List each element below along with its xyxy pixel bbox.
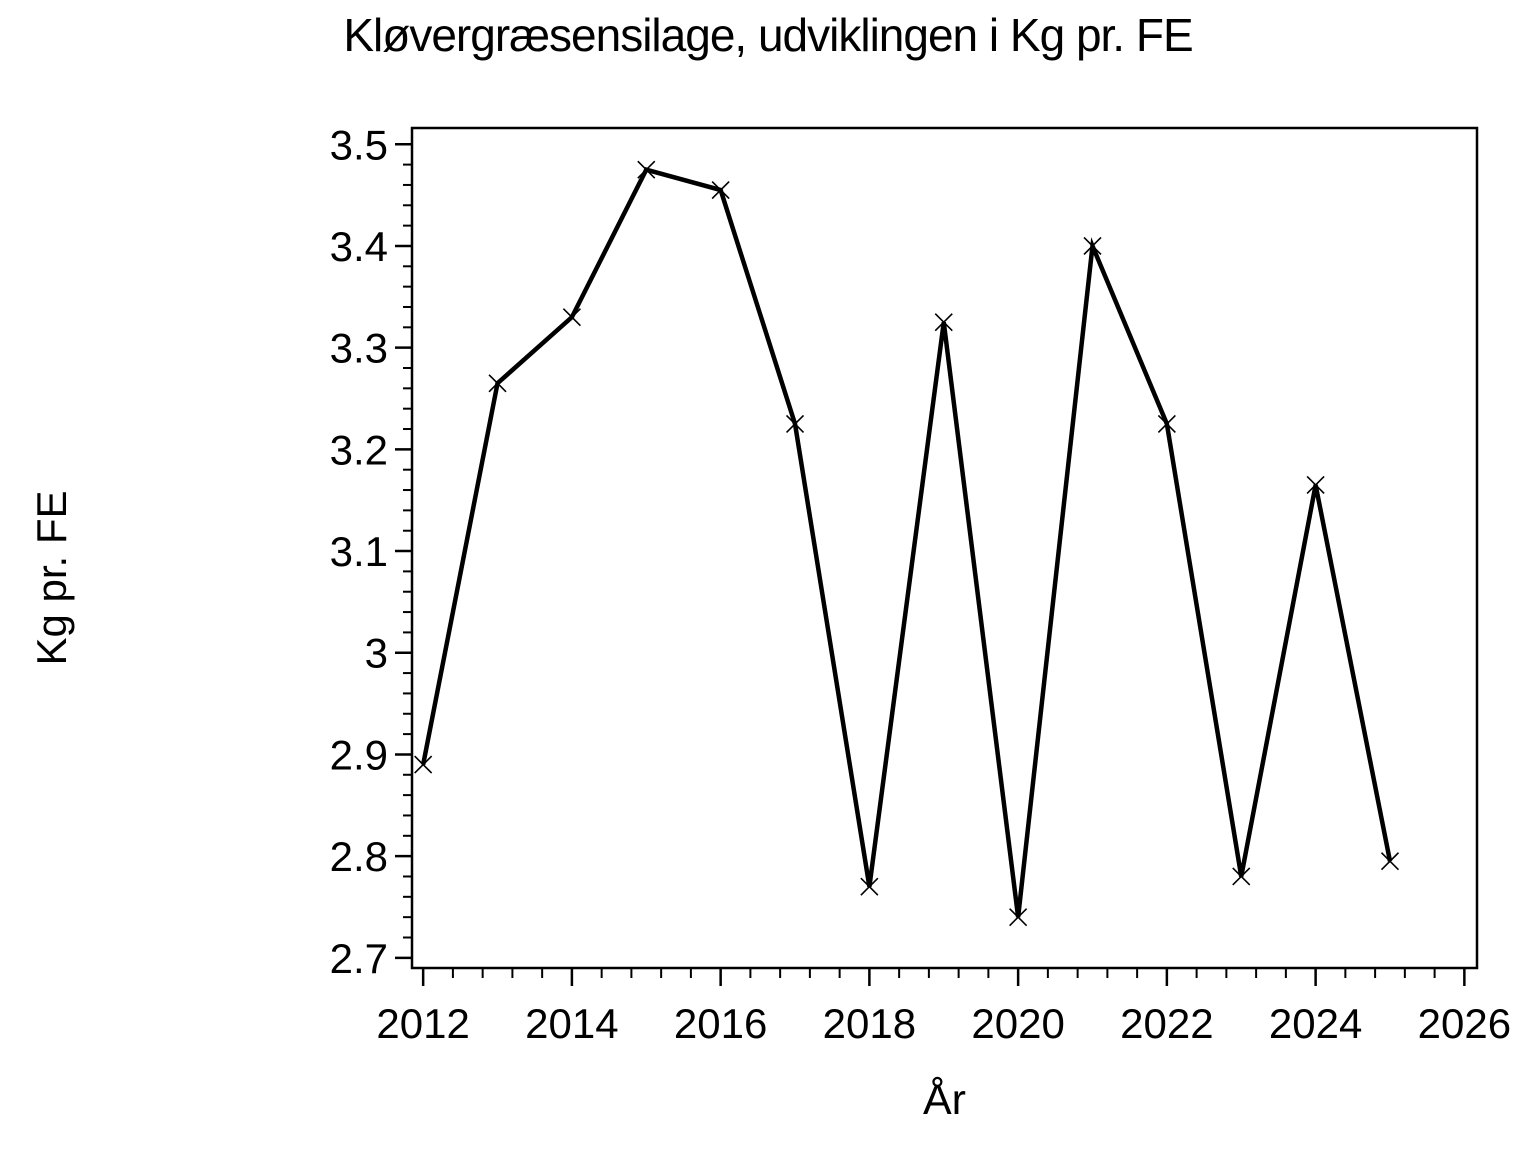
x-tick-label: 2022 (1120, 1000, 1213, 1047)
data-point-x-marker (637, 160, 656, 179)
data-point-x-marker (1083, 236, 1102, 256)
x-tick-label: 2026 (1418, 1000, 1511, 1047)
chart-title: Kløvergræsensilage, udviklingen i Kg pr.… (343, 9, 1193, 61)
data-point-x-marker (488, 374, 507, 393)
data-point-x-marker (1232, 867, 1251, 886)
plot-frame (410, 126, 1479, 970)
data-point-x-marker (711, 180, 730, 200)
y-tick-label: 3.1 (330, 528, 388, 575)
data-point-x-marker (414, 755, 433, 774)
y-tick-label: 3.4 (330, 223, 388, 270)
y-tick-label: 3 (365, 630, 388, 677)
data-point-x-marker (1380, 852, 1400, 871)
y-tick-label: 3.5 (330, 121, 388, 168)
data-point-x-marker (1306, 475, 1325, 495)
y-tick-label: 3.2 (330, 426, 388, 473)
y-tick-label: 2.9 (330, 731, 388, 778)
y-axis-title: Kg pr. FE (28, 490, 75, 666)
y-tick-label: 2.7 (330, 935, 388, 982)
data-point-x-marker (1009, 908, 1028, 927)
data-point-x-marker (1157, 414, 1176, 433)
data-point-x-marker (860, 877, 879, 896)
data-line (420, 167, 1393, 918)
x-tick-label: 2018 (823, 1000, 916, 1047)
data-point-x-marker (562, 308, 581, 327)
x-tick-label: 2024 (1269, 1000, 1362, 1047)
x-tick-label: 2014 (525, 1000, 618, 1047)
data-point-x-marker (785, 414, 805, 433)
x-tick-label: 2016 (674, 1000, 767, 1047)
y-tick-label: 3.3 (330, 325, 388, 372)
x-tick-label: 2020 (971, 1000, 1064, 1047)
x-tick-label: 2012 (376, 1000, 469, 1047)
x-axis-title: År (923, 1076, 966, 1124)
data-point-x-marker (934, 313, 953, 332)
y-tick-label: 2.8 (330, 833, 388, 880)
